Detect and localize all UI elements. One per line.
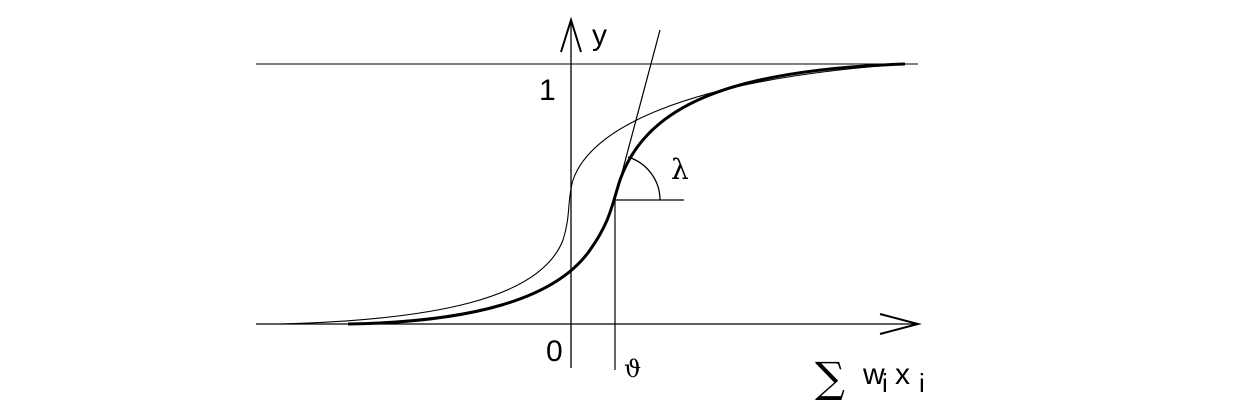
y-tick-one-label: 1 — [539, 74, 556, 107]
x-axis-sum-symbol: ∑ — [815, 353, 845, 402]
thin-sigmoid-curve — [279, 63, 906, 325]
x-axis-arrowhead — [879, 313, 922, 335]
x-axis-x-subscript: i — [919, 368, 925, 398]
y-axis-arrowhead — [560, 16, 582, 53]
threshold-label: ϑ — [624, 355, 641, 383]
x-axis-w-subscript: i — [882, 368, 888, 398]
angle-arc — [627, 156, 661, 201]
x-axis-w-label: w — [862, 358, 885, 391]
origin-label: 0 — [546, 335, 563, 368]
bold-sigmoid-curve — [347, 62, 906, 326]
x-axis-x-label: x — [895, 358, 910, 391]
y-axis-label: y — [592, 19, 607, 52]
slope-angle-label: λ — [671, 153, 689, 186]
